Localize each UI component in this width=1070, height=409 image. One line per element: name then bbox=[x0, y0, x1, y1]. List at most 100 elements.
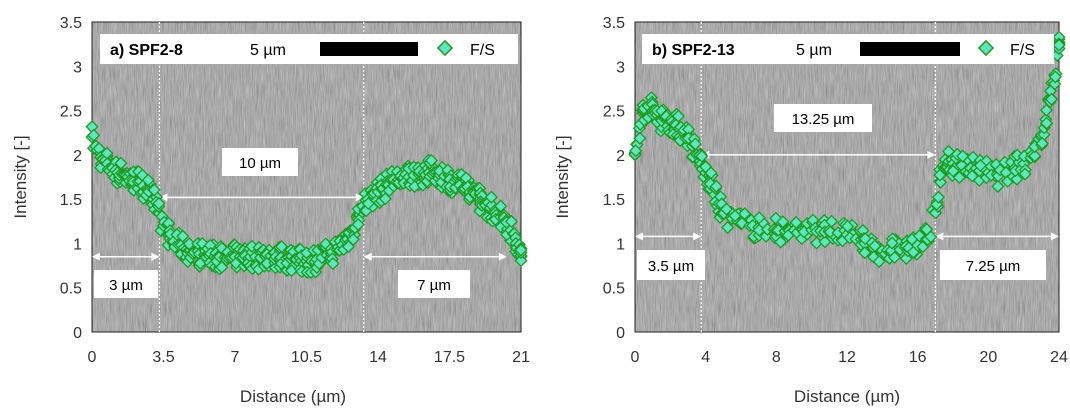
annotation-text-a-3: 7 µm bbox=[417, 277, 451, 294]
data-point bbox=[275, 240, 289, 254]
data-point bbox=[841, 219, 855, 233]
annotation-text-b-3: 7.25 µm bbox=[966, 258, 1021, 275]
data-point bbox=[346, 232, 360, 247]
data-point bbox=[1052, 30, 1066, 44]
annotation-box-b-2 bbox=[637, 250, 705, 280]
legend-label-b: F/S bbox=[1010, 42, 1035, 59]
scale-bar-label-a: 5 µm bbox=[250, 42, 286, 59]
x-tick-label: 24 bbox=[1050, 349, 1068, 366]
x-tick-label: 0 bbox=[631, 349, 640, 366]
x-tick-labels-a: 0 3.5 7 10.5 14 17.5 21 bbox=[88, 349, 530, 366]
data-point bbox=[885, 236, 899, 250]
x-tick-label: 20 bbox=[979, 349, 997, 366]
distance-arrows-b bbox=[635, 150, 1059, 241]
y-axis-title-a: Intensity [-] bbox=[11, 135, 30, 218]
data-point bbox=[504, 214, 519, 229]
data-point bbox=[1052, 38, 1066, 52]
y-tick-label: 3 bbox=[616, 59, 625, 76]
data-points-b bbox=[628, 30, 1066, 269]
data-point bbox=[719, 202, 734, 216]
data-point bbox=[147, 183, 161, 197]
data-point bbox=[728, 209, 742, 223]
x-tick-label: 3.5 bbox=[152, 349, 174, 366]
annotation-box-b-1 bbox=[774, 104, 872, 132]
data-point bbox=[738, 207, 752, 221]
x-axis-title-b: Distance (µm) bbox=[794, 387, 900, 406]
data-point bbox=[408, 179, 422, 194]
data-point bbox=[85, 120, 99, 134]
data-point bbox=[872, 254, 886, 269]
panel-label-a: a) SPF2-8 bbox=[110, 42, 183, 59]
annotation-box-a-1 bbox=[222, 148, 298, 176]
data-point bbox=[494, 199, 508, 213]
annotation-box-a-2 bbox=[94, 270, 158, 298]
data-point bbox=[887, 250, 902, 265]
data-point bbox=[682, 122, 696, 136]
data-points-a bbox=[85, 120, 528, 280]
data-point bbox=[810, 236, 824, 250]
y-tick-labels-a: 0 0.5 1 1.5 2 2.5 3 3.5 bbox=[60, 15, 82, 342]
data-point bbox=[424, 153, 439, 168]
panel-label-b: b) SPF2-13 bbox=[652, 42, 735, 59]
data-point bbox=[152, 196, 166, 211]
chart-panel-b: 00.511.522.533.5 0 4 8 12 16 20 24 b) SPF2-13 … bbox=[553, 15, 1068, 406]
y-tick-label: 0.5 bbox=[60, 281, 82, 298]
y-tick-label: 2.5 bbox=[603, 104, 625, 121]
y-tick-label: 1.5 bbox=[603, 192, 625, 209]
x-tick-label: 8 bbox=[772, 349, 781, 366]
data-point bbox=[688, 137, 702, 151]
data-point bbox=[924, 230, 938, 244]
data-point bbox=[284, 264, 299, 278]
x-tick-label: 7 bbox=[231, 349, 240, 366]
data-point bbox=[1010, 172, 1024, 186]
data-point bbox=[934, 175, 948, 189]
data-point bbox=[752, 211, 766, 225]
distance-arrow bbox=[159, 193, 364, 202]
y-tick-label: 2 bbox=[73, 148, 82, 165]
y-axis-title-b: Intensity [-] bbox=[553, 135, 572, 218]
scale-bar-label-b: 5 µm bbox=[796, 42, 832, 59]
data-point bbox=[484, 190, 498, 204]
x-tick-label: 14 bbox=[369, 349, 387, 366]
annotation-text-b-2: 3.5 µm bbox=[648, 258, 694, 275]
x-tick-label: 0 bbox=[88, 349, 97, 366]
x-tick-label: 12 bbox=[838, 349, 856, 366]
x-tick-labels-b: 0 4 8 12 16 20 24 bbox=[631, 349, 1068, 366]
y-tick-label: 0.5 bbox=[603, 281, 625, 298]
legend-marker-a bbox=[436, 39, 454, 57]
data-point bbox=[789, 215, 803, 230]
y-tick-labels-b: 0 0.5 1 1.5 2 2.5 3 3.5 bbox=[603, 15, 625, 342]
scale-bar-a bbox=[320, 42, 418, 56]
distance-arrow bbox=[363, 252, 507, 261]
data-point bbox=[1035, 136, 1049, 150]
x-tick-label: 16 bbox=[909, 349, 927, 366]
distance-arrow bbox=[935, 232, 1059, 241]
data-point bbox=[1040, 116, 1054, 130]
data-point bbox=[946, 164, 960, 178]
data-point bbox=[141, 173, 155, 187]
data-point bbox=[351, 217, 365, 232]
legend-label-a: F/S bbox=[470, 42, 495, 59]
plot-frame-b bbox=[634, 21, 1060, 333]
data-point bbox=[1048, 70, 1062, 84]
legend-marker-b bbox=[977, 39, 995, 57]
y-tick-label: 1 bbox=[616, 236, 625, 253]
data-point bbox=[326, 257, 340, 271]
chart-panel-a: 0 0.5 1 1.5 2 2.5 3 3.5 0 3.5 7 10.5 14 17.5 21 a) SP… bbox=[11, 15, 530, 406]
data-point bbox=[92, 142, 106, 156]
data-point bbox=[704, 166, 718, 180]
data-point bbox=[931, 190, 946, 204]
data-point bbox=[973, 158, 987, 173]
data-point bbox=[633, 131, 647, 145]
data-point bbox=[1018, 167, 1032, 181]
data-point bbox=[721, 220, 735, 235]
annotation-text-a-1: 10 µm bbox=[239, 155, 281, 172]
annotation-box-a-3 bbox=[398, 270, 470, 298]
scale-bar-b bbox=[860, 42, 960, 56]
data-point bbox=[1028, 149, 1042, 163]
data-point bbox=[858, 246, 872, 260]
y-tick-label: 3 bbox=[73, 59, 82, 76]
distance-arrows-a bbox=[92, 193, 507, 261]
data-point bbox=[203, 238, 217, 252]
